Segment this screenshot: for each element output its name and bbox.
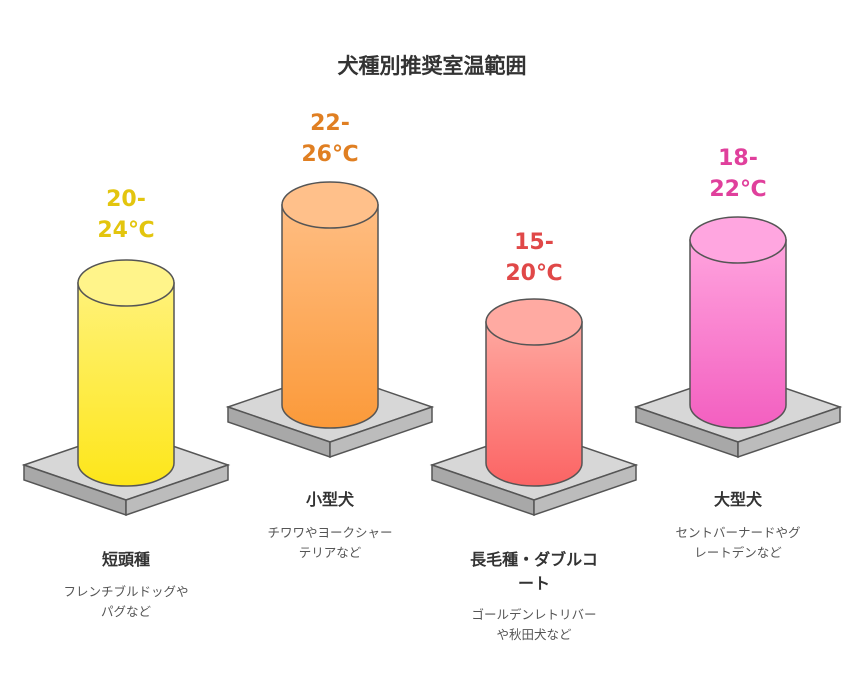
desc-line: セントバーナードやグ [675,525,801,540]
desc-line: フレンチブルドッグや [63,584,189,599]
temp-line: 24℃ [97,218,155,243]
breed-name-brachycephalic: 短頭種 [26,548,226,572]
temp-line: 20- [106,187,146,212]
temp-range-long-haired: 15- 20℃ [464,227,604,289]
temp-line: 22℃ [709,177,767,202]
temp-range-small-breeds: 22- 26℃ [260,108,400,170]
desc-line: レートデンなど [694,545,782,560]
breed-name-small-breeds: 小型犬 [230,488,430,512]
name-line: 小型犬 [305,490,354,509]
desc-line: テリアなど [298,545,362,560]
name-line: 大型犬 [713,490,762,509]
cylinder-long-haired [429,298,639,517]
temp-line: 18- [718,146,758,171]
breed-desc-long-haired: ゴールデンレトリバー や秋田犬など [434,605,634,645]
name-line: 短頭種 [101,550,150,569]
desc-line: パグなど [100,604,151,619]
breed-name-large-breeds: 大型犬 [638,488,838,512]
temp-range-brachycephalic: 20- 24℃ [56,184,196,246]
breed-desc-large-breeds: セントバーナードやグ レートデンなど [638,523,838,563]
name-line: 長毛種・ダブルコ [470,550,598,569]
temp-line: 26℃ [301,142,359,167]
cylinder-brachycephalic [21,259,231,517]
temp-line: 20℃ [505,261,563,286]
desc-line: ゴールデンレトリバー [471,607,597,622]
temp-range-large-breeds: 18- 22℃ [668,143,808,205]
temp-line: 15- [514,230,554,255]
desc-line: チワワやヨークシャー [267,525,393,540]
breed-name-long-haired: 長毛種・ダブルコ ート [434,548,634,596]
cylinder-large-breeds [633,216,843,459]
name-line: ート [517,574,550,593]
breed-desc-brachycephalic: フレンチブルドッグや パグなど [26,582,226,622]
breed-desc-small-breeds: チワワやヨークシャー テリアなど [230,523,430,563]
desc-line: や秋田犬など [496,627,572,642]
cylinder-small-breeds [225,181,435,459]
diagram-title: 犬種別推奨室温範囲 [337,54,527,78]
temp-line: 22- [310,111,350,136]
